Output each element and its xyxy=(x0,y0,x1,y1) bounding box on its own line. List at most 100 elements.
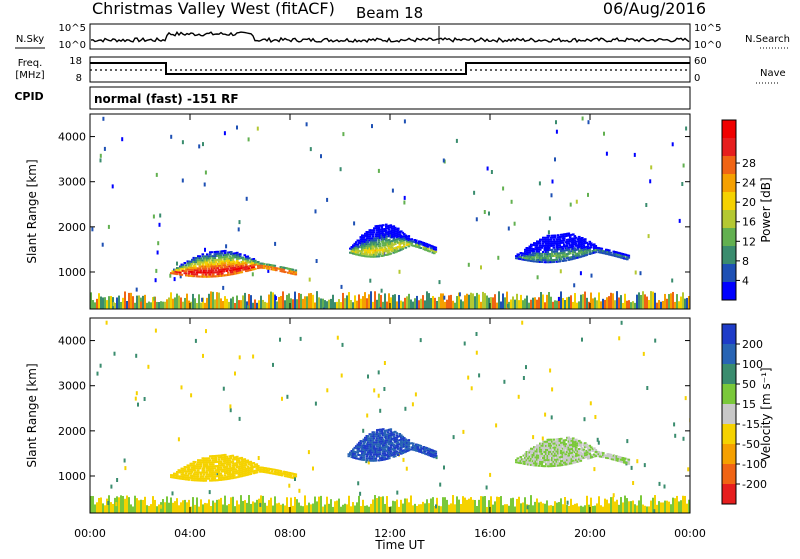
echo-cell xyxy=(287,471,290,474)
echo-cell xyxy=(539,450,542,453)
ground-scatter-cell xyxy=(594,297,596,309)
ground-scatter-cell xyxy=(606,499,608,513)
noise-cell xyxy=(590,273,593,278)
echo-cell xyxy=(364,249,367,252)
ground-scatter-cell xyxy=(180,502,182,513)
ground-scatter-cell xyxy=(592,298,594,309)
echo-cell xyxy=(548,459,551,462)
echo-cell xyxy=(434,452,438,455)
echo-cell xyxy=(389,246,393,249)
echo-cell xyxy=(579,237,583,240)
echo-cell xyxy=(174,272,178,275)
echo-cell xyxy=(602,452,605,455)
noise-cell xyxy=(682,163,685,168)
echo-cell xyxy=(386,433,390,436)
echo-cell xyxy=(249,258,253,261)
echo-cell xyxy=(433,456,436,459)
echo-cell xyxy=(203,473,206,476)
echo-cell xyxy=(194,477,197,480)
echo-cell xyxy=(227,477,230,480)
ground-scatter-cell xyxy=(202,297,204,309)
echo-cell xyxy=(570,256,574,259)
echo-cell xyxy=(179,469,182,472)
echo-cell xyxy=(209,473,212,476)
echo-cell xyxy=(587,449,590,452)
ground-scatter-cell xyxy=(374,291,376,309)
echo-cell xyxy=(569,458,572,461)
echo-cell xyxy=(391,452,394,455)
echo-cell xyxy=(255,471,259,474)
echo-cell xyxy=(614,455,617,457)
ground-scatter-cell xyxy=(626,300,628,309)
noise-cell xyxy=(123,458,126,463)
echo-cell xyxy=(540,465,544,467)
echo-cell xyxy=(191,258,194,261)
echo-cell xyxy=(563,235,566,238)
ground-scatter-cell xyxy=(646,506,648,513)
echo-cell xyxy=(588,444,592,447)
echo-cell xyxy=(566,444,569,447)
echo-cell xyxy=(362,456,366,459)
ground-scatter-cell xyxy=(570,498,572,513)
echo-cell xyxy=(225,259,229,262)
ground-scatter-cell xyxy=(342,504,344,513)
ground-scatter-cell xyxy=(350,506,352,513)
echo-cell xyxy=(578,444,581,446)
echo-cell xyxy=(197,459,200,462)
echo-cell xyxy=(382,442,385,445)
echo-cell xyxy=(561,253,565,256)
echo-cell xyxy=(400,446,403,449)
ground-scatter-cell xyxy=(616,291,618,309)
echo-cell xyxy=(584,240,587,243)
echo-cell xyxy=(542,251,545,253)
ground-scatter-cell xyxy=(352,502,354,513)
noise-cell xyxy=(229,404,232,409)
echo-cell xyxy=(373,455,376,458)
ground-scatter-cell xyxy=(476,292,478,309)
ground-scatter-cell xyxy=(154,296,156,309)
echo-cell xyxy=(221,250,224,253)
echo-cell xyxy=(219,260,223,263)
noise-cell xyxy=(373,388,376,393)
echo-cell xyxy=(398,233,402,236)
echo-cell xyxy=(534,252,538,255)
y-tick-label: 3000 xyxy=(58,176,86,189)
echo-cell xyxy=(548,261,551,264)
echo-cell xyxy=(413,241,417,244)
echo-cell xyxy=(391,454,394,457)
echo-cell xyxy=(236,262,239,264)
echo-cell xyxy=(567,258,571,261)
noise-cell xyxy=(510,199,513,204)
echo-cell xyxy=(385,443,388,446)
echo-cell xyxy=(200,477,203,480)
echo-cell xyxy=(542,236,545,239)
echo-cell xyxy=(382,248,385,251)
echo-cell xyxy=(270,468,274,471)
ground-scatter-cell xyxy=(430,297,432,309)
ground-scatter-cell xyxy=(274,496,276,513)
noise-cell xyxy=(443,295,446,300)
echo-cell xyxy=(170,272,173,275)
noise-cell xyxy=(155,268,158,273)
echo-cell xyxy=(197,269,200,272)
noise-cell xyxy=(272,362,274,367)
ground-scatter-cell xyxy=(438,296,440,309)
echo-cell xyxy=(353,452,357,455)
echo-cell xyxy=(570,450,574,452)
nsky-trace xyxy=(90,31,690,44)
echo-cell xyxy=(233,472,236,475)
echo-cell xyxy=(554,252,557,255)
noise-cell xyxy=(663,484,666,489)
echo-cell xyxy=(233,252,236,255)
echo-cell xyxy=(198,267,202,270)
ground-scatter-cell xyxy=(358,294,360,309)
echo-cell xyxy=(391,248,394,251)
echo-cell xyxy=(248,261,251,264)
echo-cell xyxy=(548,446,551,449)
echo-cell xyxy=(563,449,566,452)
echo-cell xyxy=(371,431,375,434)
echo-cell xyxy=(364,449,367,451)
echo-cell xyxy=(203,471,206,474)
noise-cell xyxy=(160,504,163,509)
echo-cell xyxy=(398,237,402,240)
